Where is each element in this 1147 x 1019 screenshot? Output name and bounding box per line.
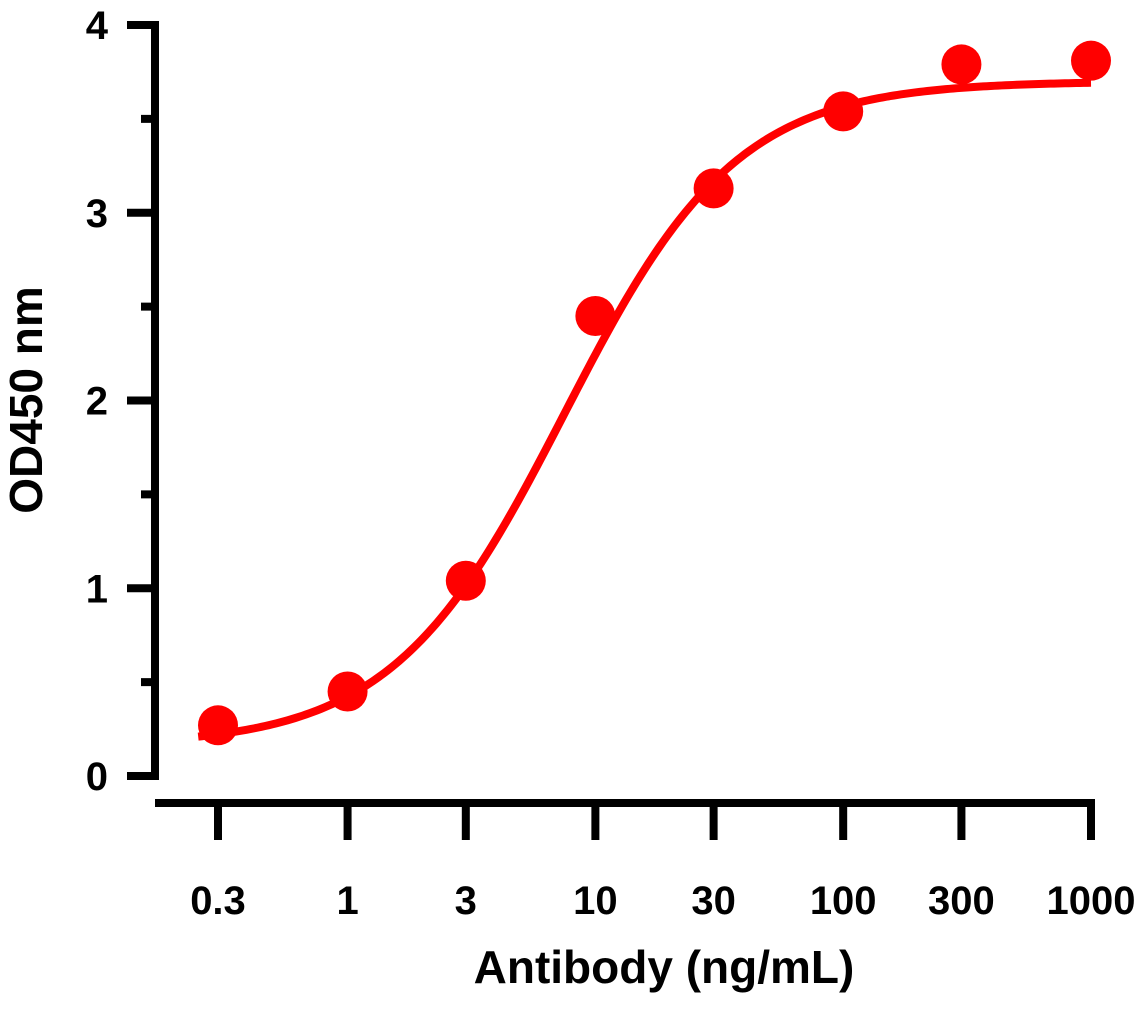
data-point bbox=[327, 671, 368, 712]
x-tick-label: 300 bbox=[928, 879, 995, 923]
fit-curve-layer bbox=[197, 78, 1092, 741]
x-tick-label: 10 bbox=[573, 879, 618, 923]
x-axis: 0.3 1 3 10 30 100 300 1000 bbox=[155, 799, 1136, 923]
data-point bbox=[693, 168, 734, 209]
x-tick-label: 0.3 bbox=[190, 879, 246, 923]
y-axis-title: OD450 nm bbox=[0, 286, 52, 514]
data-points-layer bbox=[198, 40, 1111, 746]
x-tick-label: 1000 bbox=[1047, 879, 1136, 923]
x-tick-label: 100 bbox=[810, 879, 877, 923]
y-tick-label: 0 bbox=[86, 755, 108, 799]
y-tick-label: 3 bbox=[86, 192, 108, 236]
y-axis: 0 1 2 3 4 bbox=[86, 4, 159, 799]
x-tick-label: 3 bbox=[455, 879, 477, 923]
x-tick-label: 30 bbox=[691, 879, 736, 923]
data-point bbox=[445, 560, 486, 601]
data-point bbox=[941, 44, 982, 85]
data-point bbox=[198, 705, 238, 746]
fit-curve bbox=[197, 78, 1092, 741]
x-axis-title: Antibody (ng/mL) bbox=[474, 941, 855, 993]
data-point bbox=[1071, 40, 1111, 81]
y-tick-label: 4 bbox=[86, 4, 109, 48]
data-point bbox=[575, 296, 616, 337]
data-point bbox=[823, 91, 864, 132]
x-tick-label: 1 bbox=[336, 879, 358, 923]
y-tick-label: 2 bbox=[86, 380, 108, 424]
y-tick-label: 1 bbox=[86, 567, 108, 611]
